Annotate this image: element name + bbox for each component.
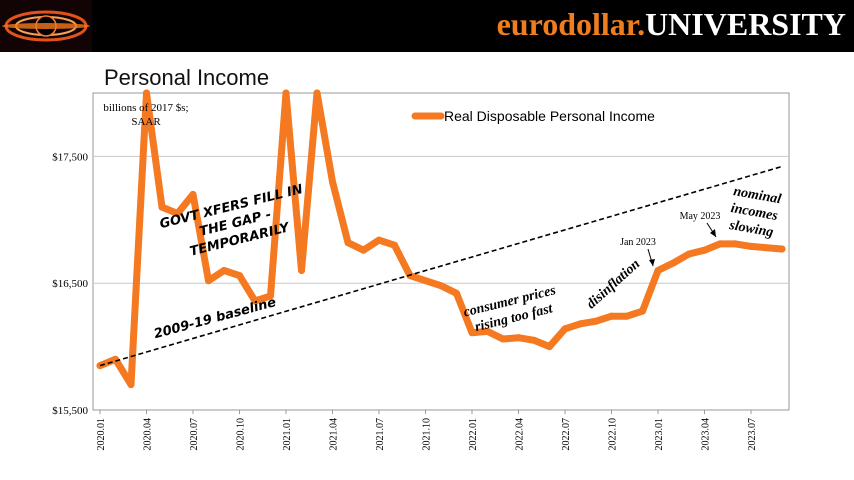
x-tick-label: 2021.01	[282, 418, 293, 451]
header-banner: eurodollar.UNIVERSITY	[0, 0, 854, 52]
may-2023-arrow-head	[710, 229, 716, 237]
income-data-point	[360, 246, 367, 254]
annotation-disinflation: disinflation	[584, 257, 643, 313]
income-data-point	[701, 246, 708, 254]
brand-part-university: UNIVERSITY	[645, 6, 846, 42]
units-note-line2: SAAR	[131, 116, 161, 128]
x-tick-label: 2022.01	[468, 418, 479, 451]
income-data-point	[236, 272, 243, 280]
y-tick-label: $15,500	[52, 405, 88, 417]
y-tick-label: $16,500	[52, 278, 88, 290]
x-tick-labels: 2020.01 2020.04 2020.07 2020.10 2021.01 2021.…	[96, 410, 758, 451]
annotation-nominal-incomes: nominal incomes slowing	[727, 184, 782, 240]
income-data-point	[251, 297, 259, 305]
x-tick-label: 2021.04	[329, 418, 340, 451]
income-data-point	[422, 277, 429, 285]
jan-2023-arrow-head	[649, 259, 655, 266]
income-data-point	[282, 89, 290, 97]
x-tick-label: 2023.04	[701, 418, 712, 451]
income-data-point	[670, 259, 677, 267]
income-data-point	[112, 355, 119, 363]
income-data-point	[329, 178, 336, 186]
x-tick-label: 2020.10	[236, 418, 247, 451]
income-data-point	[375, 236, 383, 244]
income-data-point	[592, 317, 600, 325]
x-tick-label: 2022.07	[561, 418, 572, 451]
income-data-point	[716, 240, 724, 248]
income-data-point	[158, 203, 166, 211]
income-data-point	[344, 239, 352, 247]
income-data-point	[515, 334, 522, 342]
plot-frame	[92, 92, 790, 411]
x-tick-label: 2023.01	[654, 418, 665, 451]
x-tick-label: 2020.01	[96, 418, 107, 451]
income-data-point	[484, 327, 491, 335]
x-tick-label: 2021.07	[375, 418, 386, 451]
income-data-point	[499, 335, 507, 343]
units-note-line1: billions of 2017 $s;	[103, 102, 188, 114]
income-data-point	[468, 329, 476, 337]
income-data-point	[205, 277, 212, 285]
black-hole-logo-icon	[0, 0, 92, 52]
x-tick-label: 2021.10	[422, 418, 433, 451]
income-data-point	[96, 362, 104, 370]
income-data-point	[127, 381, 135, 389]
income-data-point	[453, 289, 460, 297]
annotation-consumer-prices: consumer prices rising too fast	[462, 283, 558, 335]
series-group	[96, 89, 786, 389]
income-data-point	[174, 209, 181, 217]
income-data-point	[143, 89, 150, 97]
income-data-point	[546, 343, 553, 351]
income-data-point	[220, 267, 228, 275]
brand-wordmark: eurodollar.UNIVERSITY	[497, 4, 846, 44]
baseline-line	[99, 165, 783, 367]
income-data-point	[778, 245, 786, 253]
income-data-point	[577, 320, 584, 328]
income-data-point	[654, 267, 662, 275]
income-data-point	[298, 267, 305, 275]
annotation-may-2023: May 2023	[680, 211, 721, 222]
income-data-point	[530, 336, 538, 344]
annotation-govt-xfers: GOVT XFERS FILL IN THE GAP - TEMPORARILY	[158, 182, 304, 260]
income-data-point	[763, 244, 770, 252]
income-data-point	[685, 250, 693, 258]
page-title: Personal Income	[104, 65, 270, 90]
income-data-point	[639, 307, 646, 315]
income-data-point	[747, 242, 755, 250]
income-data-point	[437, 282, 445, 290]
x-tick-label: 2022.10	[608, 418, 619, 451]
income-data-point	[189, 190, 197, 198]
x-tick-label: 2020.07	[189, 418, 200, 451]
income-data-point	[391, 241, 398, 249]
x-tick-label: 2023.07	[747, 418, 758, 451]
income-data-point	[623, 312, 631, 320]
income-data-point	[608, 312, 615, 320]
y-tick-label: $17,500	[52, 151, 88, 163]
legend: Real Disposable Personal Income	[411, 108, 655, 124]
annotation-jan-2023: Jan 2023	[620, 237, 656, 248]
brand-part-eurodollar: eurodollar.	[496, 6, 646, 42]
income-data-point	[561, 325, 569, 333]
income-data-point	[732, 240, 739, 248]
y-tick-labels: $15,500 $16,500 $17,500	[52, 151, 88, 417]
annotation-baseline: 2009-19 baseline	[152, 295, 278, 342]
income-data-point	[313, 89, 321, 97]
income-data-point	[267, 292, 274, 300]
x-tick-label: 2020.04	[143, 418, 154, 451]
legend-label: Real Disposable Personal Income	[444, 108, 655, 124]
x-tick-label: 2022.04	[515, 418, 526, 451]
